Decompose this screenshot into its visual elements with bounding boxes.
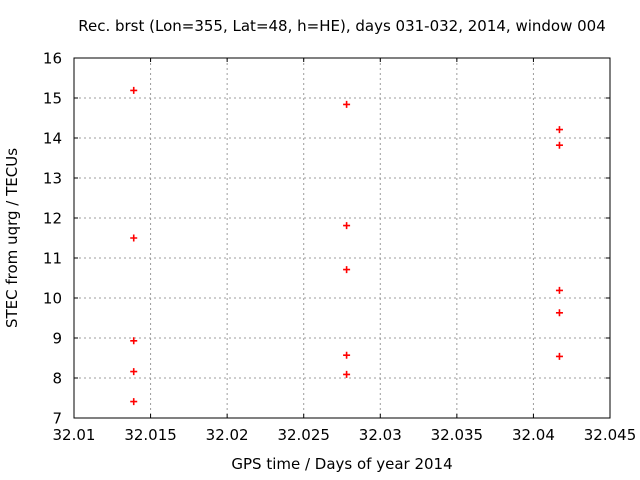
data-point-marker — [555, 126, 563, 134]
y-tick-label: 8 — [52, 369, 62, 387]
plot-border — [73, 57, 611, 419]
chart-title: Rec. brst (Lon=355, Lat=48, h=HE), days … — [78, 17, 606, 35]
data-point-marker — [555, 309, 563, 317]
data-point-marker — [343, 222, 351, 230]
y-axis-label: STEC from uqrg / TECUs — [3, 148, 21, 328]
data-point-marker — [130, 398, 138, 406]
y-tick-label: 7 — [52, 409, 62, 427]
data-point-marker — [130, 368, 138, 376]
x-tick-label: 32.015 — [124, 426, 177, 444]
x-tick-label: 32.045 — [584, 426, 637, 444]
y-tick-label: 10 — [43, 289, 62, 307]
data-point-marker — [343, 266, 351, 274]
y-tick-label: 16 — [43, 49, 62, 67]
y-tick-label: 15 — [43, 89, 62, 107]
data-point-marker — [555, 286, 563, 294]
plot-generated-layer: 32.01 32.015 32.02 32.025 32.03 32.035 32.04 32… — [43, 49, 636, 444]
y-tick-label: 12 — [43, 209, 62, 227]
data-point-marker — [130, 337, 138, 345]
x-tick-label: 32.04 — [512, 426, 555, 444]
x-axis-label: GPS time / Days of year 2014 — [231, 455, 452, 473]
data-point-marker — [130, 234, 138, 242]
data-point-marker — [343, 100, 351, 108]
data-point-marker — [555, 352, 563, 360]
x-tick-label: 32.035 — [431, 426, 484, 444]
y-tick-label: 11 — [43, 249, 62, 267]
x-tick-label: 32.02 — [206, 426, 249, 444]
data-point-marker — [343, 351, 351, 359]
x-tick-label: 32.03 — [359, 426, 402, 444]
x-tick-label: 32.01 — [53, 426, 96, 444]
data-point-marker — [555, 141, 563, 149]
data-point-marker — [130, 86, 138, 94]
y-tick-label: 14 — [43, 129, 62, 147]
y-tick-label: 13 — [43, 169, 62, 187]
y-tick-label: 9 — [52, 329, 62, 347]
data-point-marker — [343, 370, 351, 378]
x-tick-label: 32.025 — [277, 426, 330, 444]
